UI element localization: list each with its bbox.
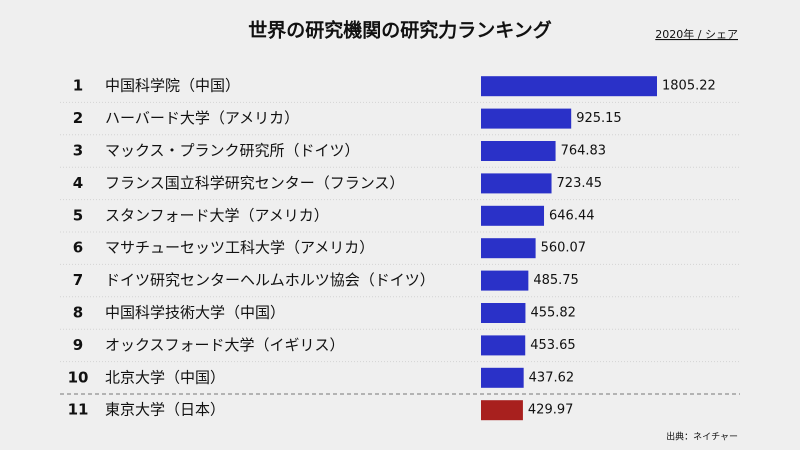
rank-label: 2 bbox=[73, 109, 83, 127]
value-label: 429.97 bbox=[528, 403, 574, 418]
source: 出典：ネイチャー bbox=[666, 431, 738, 443]
value-label: 1805.22 bbox=[662, 79, 716, 94]
value-label: 723.45 bbox=[557, 176, 603, 191]
category-label: ハーバード大学（アメリカ） bbox=[105, 109, 299, 127]
value-label: 485.75 bbox=[533, 273, 579, 288]
bar bbox=[481, 108, 572, 129]
category-label: 中国科学院（中国） bbox=[105, 77, 240, 95]
bar bbox=[481, 335, 526, 356]
bar bbox=[481, 238, 536, 259]
bar bbox=[481, 270, 529, 291]
category-label: 中国科学技術大学（中国） bbox=[105, 304, 285, 322]
bar bbox=[481, 400, 523, 421]
value-label: 764.83 bbox=[561, 144, 607, 159]
category-label: オックスフォード大学（イギリス） bbox=[105, 336, 345, 354]
value-label: 925.15 bbox=[576, 111, 622, 126]
rank-label: 7 bbox=[73, 271, 83, 289]
rank-label: 10 bbox=[68, 368, 89, 386]
subtitle: 2020年 / シェア bbox=[655, 27, 738, 41]
rank-label: 6 bbox=[73, 239, 83, 257]
rank-label: 1 bbox=[73, 77, 83, 95]
value-label: 560.07 bbox=[541, 241, 587, 256]
category-label: マサチューセッツ工科大学（アメリカ） bbox=[105, 239, 374, 257]
bar bbox=[481, 141, 556, 161]
rank-label: 3 bbox=[73, 142, 83, 160]
category-label: スタンフォード大学（アメリカ） bbox=[105, 206, 329, 224]
category-label: 東京大学（日本） bbox=[105, 401, 225, 419]
category-label: 北京大学（中国） bbox=[105, 368, 225, 386]
bar bbox=[481, 173, 552, 194]
rank-label: 4 bbox=[73, 174, 83, 192]
category-label: ドイツ研究センターヘルムホルツ協会（ドイツ） bbox=[105, 271, 435, 289]
value-label: 646.44 bbox=[549, 208, 595, 223]
bar bbox=[481, 205, 545, 226]
bar bbox=[481, 367, 524, 388]
bar bbox=[481, 76, 657, 97]
rank-label: 11 bbox=[68, 401, 89, 419]
bar bbox=[481, 303, 526, 323]
chart-title: 世界の研究機関の研究力ランキング bbox=[248, 19, 551, 42]
rank-label: 8 bbox=[73, 304, 83, 322]
value-label: 453.65 bbox=[530, 338, 576, 353]
rank-label: 9 bbox=[73, 336, 83, 354]
value-label: 437.62 bbox=[529, 370, 575, 385]
category-label: フランス国立科学研究センター（フランス） bbox=[105, 174, 404, 192]
category-label: マックス・プランク研究所（ドイツ） bbox=[105, 142, 360, 160]
value-label: 455.82 bbox=[530, 306, 576, 321]
rank-label: 5 bbox=[73, 206, 83, 224]
